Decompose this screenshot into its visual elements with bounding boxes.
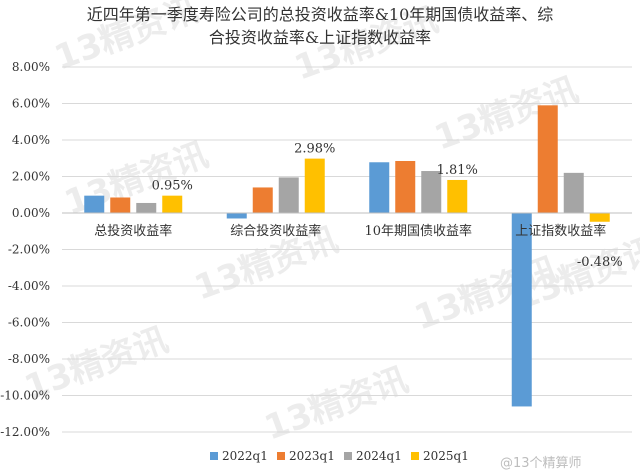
bars [84,105,610,407]
data-labels: 0.95% 2.98% 1.81% -0.48% [152,142,623,270]
data-label: 2.98% [294,142,335,157]
chart-title-line: 近四年第一季度寿险公司的总投资收益率&10年期国债收益率、综 [87,5,554,24]
legend-label: 2022q1 [222,449,268,463]
bar-2022q1-cat0 [84,195,105,213]
watermark-text: 13精资讯 [429,70,583,159]
bar-2024q1-cat3 [563,172,584,213]
y-tick-label: -12.00% [0,425,50,439]
legend-label: 2023q1 [289,449,335,463]
category-label: 综合投资收益率 [230,223,321,239]
chart-title-line: 合投资收益率&上证指数收益率 [209,28,431,47]
bar-2025q1-cat3 [589,213,610,222]
category-label: 总投资收益率 [94,223,172,239]
legend: 2022q1 2023q1 2024q1 2025q1 [210,449,469,463]
bar-2023q1-cat1 [252,187,273,213]
y-tick-label: -8.00% [8,352,50,366]
bar-2025q1-cat1 [304,158,325,213]
legend-swatch [411,452,419,460]
y-tick-label: 2.00% [12,170,50,184]
category-labels: 总投资收益率 综合投资收益率 10年期国债收益率 上证指数收益率 [94,223,606,239]
y-tick-label: -4.00% [8,279,50,293]
bar-2022q1-cat1 [226,213,247,219]
bar-2024q1-cat2 [421,171,442,213]
y-tick-label: -6.00% [8,316,50,330]
bar-2024q1-cat1 [278,177,299,213]
category-label: 10年期国债收益率 [364,223,472,239]
bar-2023q1-cat3 [537,105,558,213]
y-tick-label: -2.00% [8,243,50,257]
watermark-text: 13精资讯 [259,360,413,449]
legend-swatch [277,452,285,460]
y-axis: 8.00% 6.00% 4.00% 2.00% 0.00% -2.00% -4.00% -6.… [0,60,50,439]
bar-2024q1-cat0 [136,202,157,213]
bar-2023q1-cat2 [395,160,416,213]
legend-swatch [210,452,218,460]
chart-title: 近四年第一季度寿险公司的总投资收益率&10年期国债收益率、综合投资收益率&上证指… [87,5,554,47]
y-tick-label: 4.00% [12,133,50,147]
y-tick-label: 6.00% [12,97,50,111]
bar-2022q1-cat2 [369,162,390,213]
y-tick-label: 8.00% [12,60,50,74]
data-label: 0.95% [152,179,193,194]
bar-2025q1-cat2 [447,179,468,213]
bar-2022q1-cat3 [511,213,532,407]
y-tick-label: 0.00% [12,206,50,220]
y-tick-label: -10.00% [0,389,50,403]
category-label: 上证指数收益率 [515,223,606,239]
bar-2025q1-cat0 [162,195,183,213]
legend-swatch [344,452,352,460]
bar-2023q1-cat0 [110,197,131,213]
legend-label: 2025q1 [423,449,469,463]
credit-text: @13个精算师 [500,456,582,471]
data-label: 1.81% [437,163,478,178]
gridlines [62,66,632,433]
legend-label: 2024q1 [356,449,402,463]
data-label: -0.48% [577,255,623,270]
